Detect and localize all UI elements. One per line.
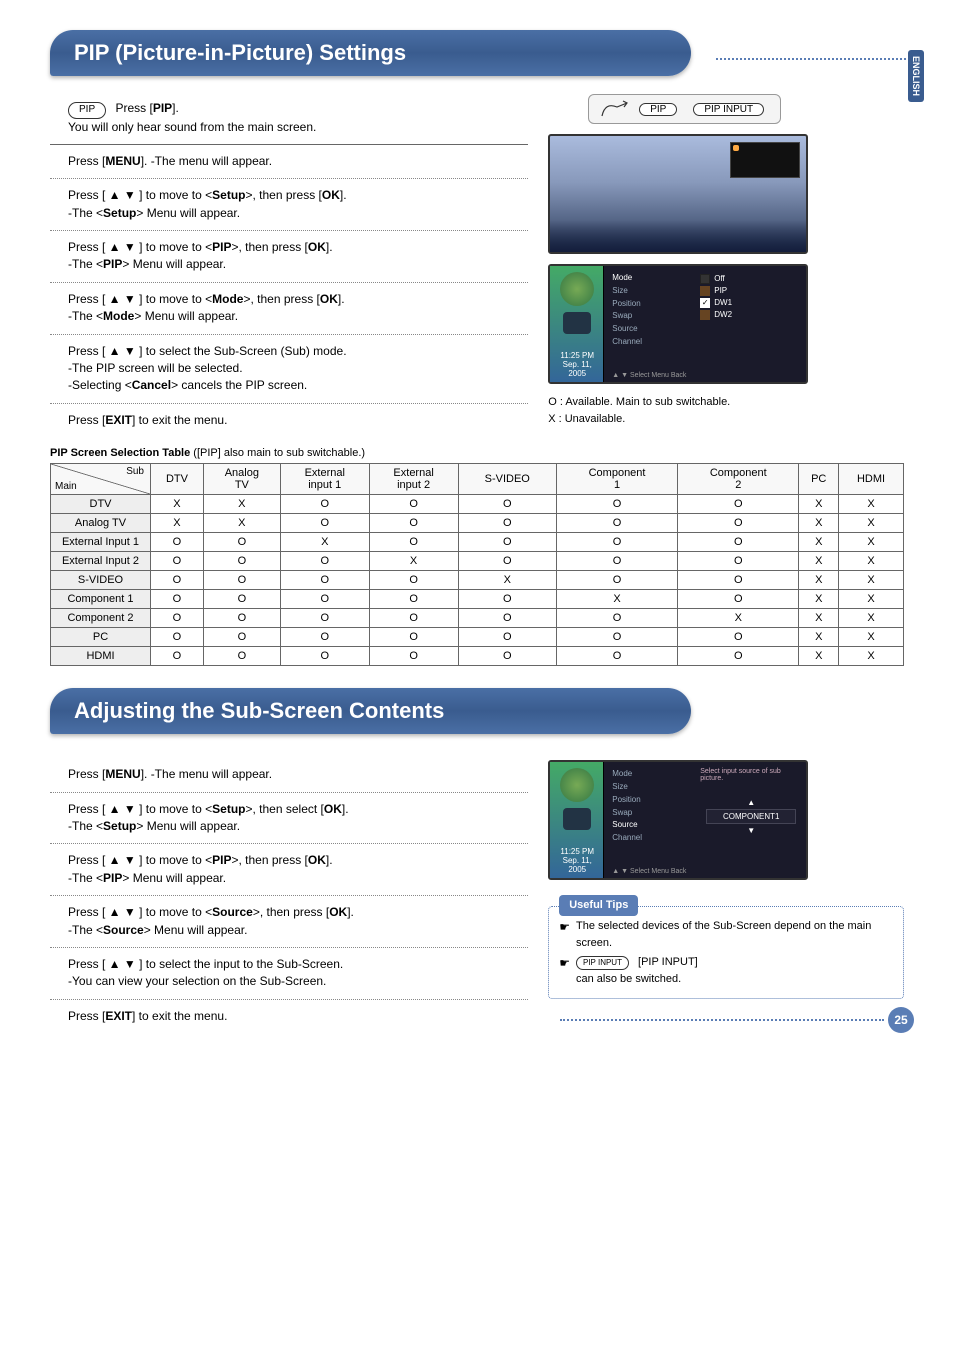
table-row: HDMIOOOOOOOXX [51, 647, 904, 666]
page-number: 25 [888, 1007, 914, 1033]
instruction-step: Press [ ▲ ▼ ] to move to <PIP>, then pre… [50, 846, 528, 893]
remote-pipinput-btn: PIP INPUT [693, 103, 764, 116]
instruction-step: Press [ ▲ ▼ ] to move to <Source>, then … [50, 898, 528, 945]
instruction-step: Press [ ▲ ▼ ] to select the Sub-Screen (… [50, 337, 528, 401]
intro-sub: You will only hear sound from the main s… [68, 119, 528, 136]
intro-text-2: ]. [172, 101, 179, 115]
legend: O : Available. Main to sub switchable. X… [548, 394, 904, 427]
table-row: Component 2OOOOOOXXX [51, 609, 904, 628]
useful-tips: Useful Tips The selected devices of the … [548, 906, 904, 999]
language-tab: ENGLISH [908, 50, 924, 102]
table-col-header: HDMI [839, 464, 904, 495]
instruction-step: Press [MENU]. -The menu will appear. [50, 760, 528, 789]
remote-icon [599, 99, 629, 119]
table-col-header: DTV [151, 464, 204, 495]
remote-pip-btn: PIP [639, 103, 677, 116]
table-col-header: S-VIDEO [458, 464, 556, 495]
table-col-header: PC [799, 464, 839, 495]
intro-line: PIP Press [PIP]. You will only hear soun… [50, 94, 528, 142]
table-row: DTVXXOOOOOXX [51, 495, 904, 514]
instruction-step: Press [EXIT] to exit the menu. [50, 1002, 528, 1031]
instruction-step: Press [ ▲ ▼ ] to select the input to the… [50, 950, 528, 997]
table-row: S-VIDEOOOOOXOOXX [51, 571, 904, 590]
instruction-step: Press [ ▲ ▼ ] to move to <Setup>, then p… [50, 181, 528, 228]
table-col-header: Externalinput 1 [280, 464, 369, 495]
intro-text-1: Press [ [115, 101, 152, 115]
table-col-header: Component1 [556, 464, 677, 495]
pip-selection-table: MainSubDTVAnalogTVExternalinput 1Externa… [50, 463, 904, 666]
instruction-step: Press [ ▲ ▼ ] to move to <PIP>, then pre… [50, 233, 528, 280]
instruction-step: Press [ ▲ ▼ ] to move to <Setup>, then s… [50, 795, 528, 842]
remote-buttons: PIP PIP INPUT [588, 94, 781, 124]
instruction-step: Press [EXIT] to exit the menu. [50, 406, 528, 435]
pip-badge: PIP [68, 102, 106, 119]
table-row: External Input 2OOOXOOOXX [51, 552, 904, 571]
table-col-header: AnalogTV [203, 464, 280, 495]
osd-screenshot-1: 11:25 PM Sep. 11, 2005 ModeSizePositionS… [548, 264, 808, 384]
tip-1: The selected devices of the Sub-Screen d… [576, 918, 893, 951]
osd-screenshot-2: 11:25 PM Sep. 11, 2005 ModeSizePositionS… [548, 760, 808, 880]
table-row: PCOOOOOOOXX [51, 628, 904, 647]
section2-title: Adjusting the Sub-Screen Contents [50, 688, 691, 734]
instruction-step: Press [ ▲ ▼ ] to move to <Mode>, then pr… [50, 285, 528, 332]
instruction-step: Press [MENU]. -The menu will appear. [50, 147, 528, 176]
table-row: Component 1OOOOOXOXX [51, 590, 904, 609]
tv-preview-1 [548, 134, 808, 254]
section1-title: PIP (Picture-in-Picture) Settings [50, 30, 691, 76]
table-caption: PIP Screen Selection Table ([PIP] also m… [50, 447, 365, 459]
table-col-header: Component2 [678, 464, 799, 495]
table-col-header: Externalinput 2 [369, 464, 458, 495]
table-row: Analog TVXXOOOOOXX [51, 514, 904, 533]
intro-text-bold: PIP [153, 101, 172, 115]
tip-2: PIP INPUT [PIP INPUT]can also be switche… [576, 954, 698, 987]
table-row: External Input 1OOXOOOOXX [51, 533, 904, 552]
